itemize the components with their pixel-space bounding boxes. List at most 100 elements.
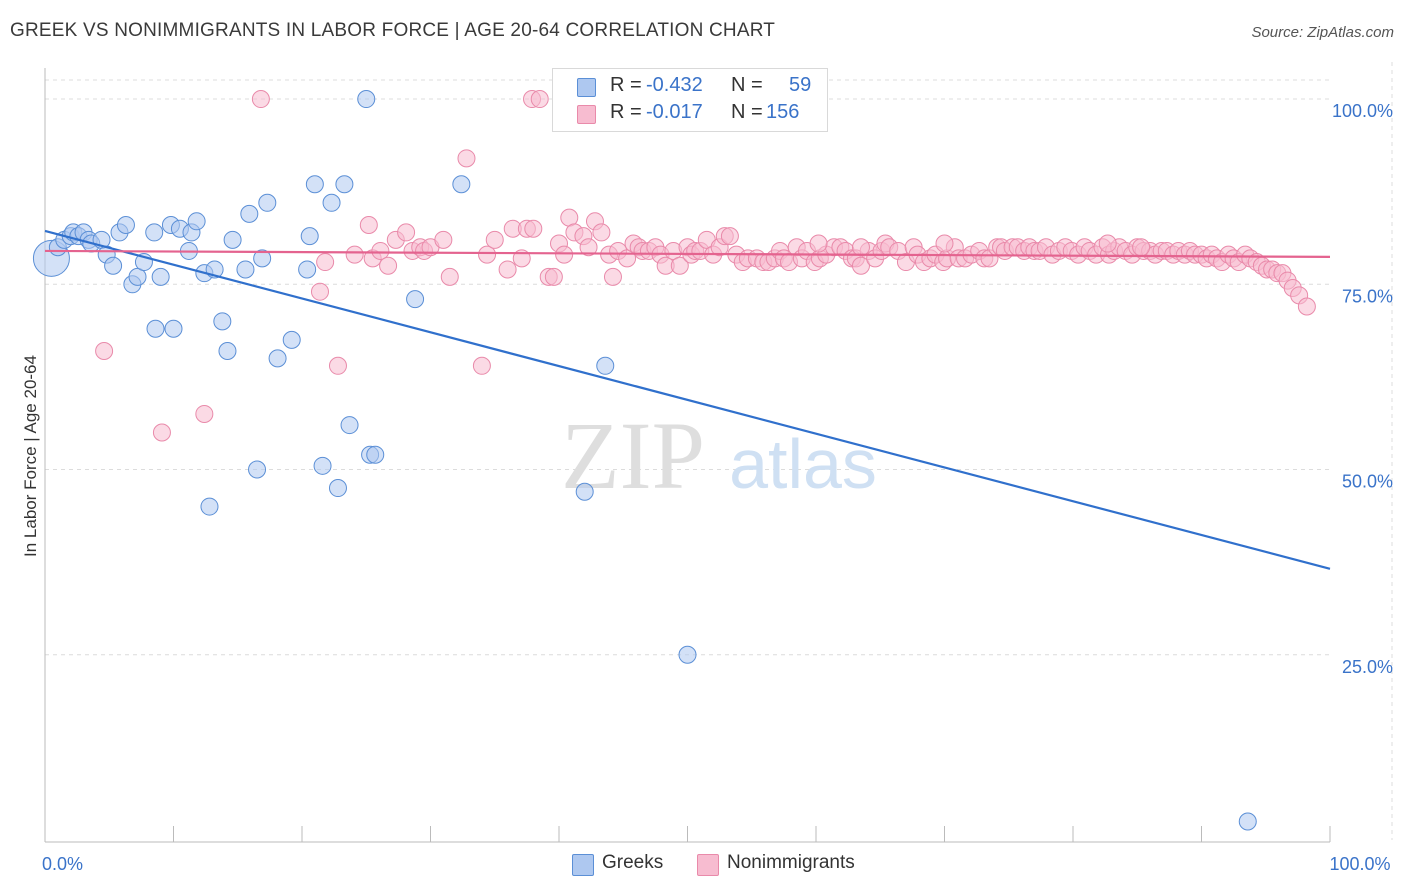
greeks-point bbox=[187, 212, 206, 231]
source-credit: Source: ZipAtlas.com bbox=[1251, 24, 1394, 41]
greeks-point bbox=[116, 216, 135, 235]
nonimmigrants-point bbox=[440, 267, 459, 286]
greeks-point bbox=[305, 175, 324, 194]
greeks-point bbox=[282, 330, 301, 349]
nonimmigrants-r-value: -0.017 bbox=[646, 101, 703, 123]
greeks-point bbox=[248, 460, 267, 479]
nonimmigrants-point bbox=[359, 216, 378, 235]
greeks-point bbox=[298, 260, 317, 279]
grid-layer bbox=[45, 62, 1393, 840]
nonimmigrants-point bbox=[670, 256, 689, 275]
nonimmigrants-point bbox=[345, 245, 364, 264]
tick-labels: 25.0% 50.0% 75.0% 100.0% 0.0% 100.0% bbox=[42, 101, 1393, 874]
stat-row-nonimmigrants: R = -0.017 N = 156 bbox=[553, 101, 827, 127]
greeks-point bbox=[164, 319, 183, 338]
legend-label-greeks: Greeks bbox=[602, 852, 664, 873]
greeks-point bbox=[340, 416, 359, 435]
nonimmigrants-point bbox=[851, 256, 870, 275]
nonimmigrants-point bbox=[379, 256, 398, 275]
y-tick-label: 100.0% bbox=[1332, 101, 1393, 121]
greeks-point bbox=[406, 290, 425, 309]
correlation-stats-box: R = -0.432 N = 59 R = -0.017 N = 156 bbox=[552, 68, 828, 132]
greeks-point bbox=[200, 497, 219, 516]
nonimmigrants-points bbox=[95, 90, 1316, 442]
nonimmigrants-point bbox=[434, 230, 453, 249]
nonimmigrants-point bbox=[152, 423, 171, 442]
r-label: R = bbox=[610, 74, 642, 96]
nonimmigrants-point bbox=[1297, 297, 1316, 316]
greeks-point bbox=[328, 479, 347, 498]
greeks-r-value: -0.432 bbox=[646, 74, 703, 96]
nonimmigrants-point bbox=[397, 223, 416, 242]
nonimmigrants-point bbox=[1132, 238, 1151, 257]
nonimmigrants-n-value: 156 bbox=[766, 101, 800, 123]
greeks-point bbox=[151, 267, 170, 286]
nonimmigrants-point bbox=[371, 241, 390, 260]
watermark: ZIP atlas bbox=[561, 402, 877, 509]
nonimmigrants-point bbox=[498, 260, 517, 279]
nonimmigrants-point bbox=[592, 223, 611, 242]
greeks-legend-swatch bbox=[572, 854, 594, 876]
nonimmigrants-trend-line bbox=[44, 249, 1331, 258]
greeks-point bbox=[313, 456, 332, 475]
greeks-point bbox=[146, 319, 165, 338]
nonimmigrants-swatch bbox=[577, 105, 596, 124]
nonimmigrants-point bbox=[530, 90, 549, 109]
n-label: N = bbox=[731, 74, 763, 96]
greeks-trend-line bbox=[44, 229, 1331, 570]
n-label: N = bbox=[731, 101, 763, 123]
greeks-point bbox=[596, 356, 615, 375]
axes bbox=[44, 68, 1331, 843]
x-tick-label: 0.0% bbox=[42, 854, 83, 874]
greeks-point bbox=[213, 312, 232, 331]
greeks-point bbox=[253, 249, 272, 268]
nonimmigrants-point bbox=[95, 341, 114, 360]
greeks-point bbox=[128, 267, 147, 286]
nonimmigrants-point bbox=[603, 267, 622, 286]
nonimmigrants-point bbox=[579, 238, 598, 257]
greeks-point bbox=[1238, 812, 1257, 831]
nonimmigrants-point bbox=[524, 219, 543, 238]
greeks-point bbox=[223, 230, 242, 249]
greeks-point bbox=[268, 349, 287, 368]
greeks-point bbox=[258, 193, 277, 212]
greeks-n-value: 59 bbox=[789, 74, 812, 96]
greeks-point bbox=[236, 260, 255, 279]
nonimmigrants-point bbox=[251, 90, 270, 109]
nonimmigrants-point bbox=[457, 149, 476, 168]
greeks-point bbox=[322, 193, 341, 212]
greeks-point bbox=[218, 341, 237, 360]
r-label: R = bbox=[610, 101, 642, 123]
chart-legend: Greeks Nonimmigrants bbox=[0, 852, 1406, 878]
nonimmigrants-point bbox=[316, 253, 335, 272]
greeks-point bbox=[145, 223, 164, 242]
chart-title: GREEK VS NONIMMIGRANTS IN LABOR FORCE | … bbox=[10, 20, 776, 41]
nonimmigrants-point bbox=[485, 230, 504, 249]
nonimmigrants-point bbox=[310, 282, 329, 301]
greeks-point bbox=[452, 175, 471, 194]
trend-lines bbox=[44, 229, 1331, 570]
greeks-point bbox=[575, 482, 594, 501]
greeks-point bbox=[366, 445, 385, 464]
greeks-point bbox=[678, 645, 697, 664]
nonimmigrants-point bbox=[809, 234, 828, 253]
watermark-atlas: atlas bbox=[729, 425, 877, 503]
nonimmigrants-point bbox=[328, 356, 347, 375]
nonimmigrants-point bbox=[720, 227, 739, 246]
nonimmigrants-legend-swatch bbox=[697, 854, 719, 876]
stat-row-greeks: R = -0.432 N = 59 bbox=[553, 74, 827, 100]
nonimmigrants-point bbox=[478, 245, 497, 264]
nonimmigrants-point bbox=[544, 267, 563, 286]
greeks-points bbox=[32, 90, 1257, 831]
nonimmigrants-point bbox=[472, 356, 491, 375]
y-tick-label: 75.0% bbox=[1342, 286, 1393, 306]
y-axis-label: In Labor Force | Age 20-64 bbox=[21, 355, 40, 557]
nonimmigrants-point bbox=[195, 404, 214, 423]
greeks-swatch bbox=[577, 78, 596, 97]
nonimmigrants-point bbox=[555, 245, 574, 264]
greeks-point bbox=[104, 256, 123, 275]
nonimmigrants-point bbox=[851, 238, 870, 257]
y-tick-label: 25.0% bbox=[1342, 657, 1393, 677]
y-tick-label: 50.0% bbox=[1342, 472, 1393, 492]
